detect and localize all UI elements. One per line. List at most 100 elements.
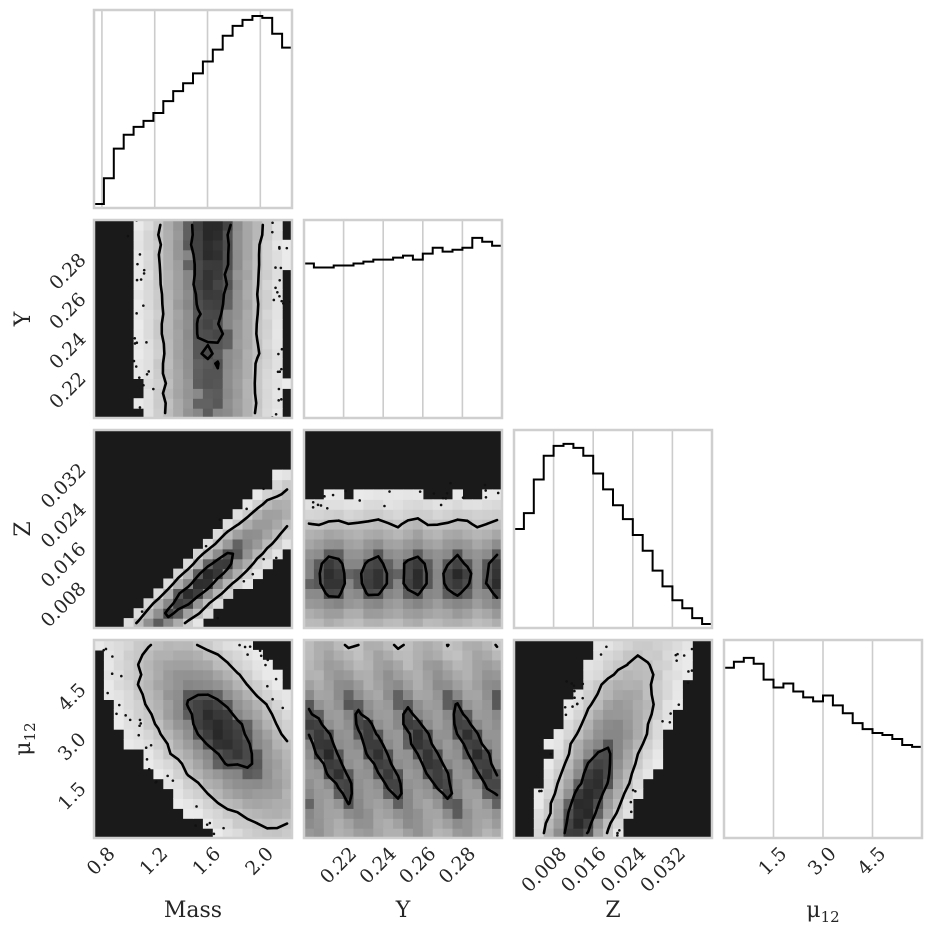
- density-cell: [492, 828, 502, 838]
- density-cell: [242, 259, 253, 271]
- density-cell: [333, 758, 345, 770]
- density-cell: [323, 608, 335, 619]
- density-cell: [153, 299, 164, 310]
- density-cell: [603, 739, 614, 750]
- density-cell: [472, 709, 483, 720]
- density-cell: [252, 388, 263, 399]
- density-cell: [422, 598, 434, 609]
- density-cell: [672, 640, 683, 651]
- density-cell: [442, 649, 454, 661]
- density-cell: [153, 768, 164, 780]
- density-cell: [153, 358, 164, 370]
- density-cell: [173, 229, 184, 241]
- density-cell: [652, 669, 664, 681]
- density-cell: [222, 529, 234, 540]
- density-cell: [163, 229, 174, 241]
- density-cell: [462, 640, 473, 651]
- density-cell: [282, 748, 292, 760]
- density-cell: [183, 640, 194, 651]
- density-cell: [202, 239, 214, 251]
- density-cell: [242, 378, 253, 389]
- density-cell: [442, 618, 454, 628]
- density-cell: [553, 798, 565, 809]
- density-cell: [482, 509, 493, 520]
- sample-point: [277, 387, 281, 391]
- density-cell: [452, 679, 463, 691]
- density-cell: [212, 548, 224, 560]
- density-cell: [313, 659, 325, 671]
- density-cell: [353, 578, 364, 589]
- sample-point: [573, 696, 576, 699]
- density-cell: [123, 739, 135, 750]
- density-cell: [183, 328, 194, 340]
- density-cell: [622, 798, 634, 809]
- density-cell: [232, 368, 244, 379]
- sample-point: [117, 703, 121, 707]
- density-cell: [202, 649, 214, 661]
- density-cell: [333, 709, 345, 720]
- density-cell: [363, 729, 374, 740]
- density-cell: [583, 739, 594, 750]
- density-cell: [163, 289, 174, 300]
- density-cell: [432, 588, 444, 599]
- sample-point: [280, 299, 283, 303]
- density-cell: [613, 719, 624, 730]
- density-cell: [123, 649, 135, 661]
- density-cell: [232, 669, 244, 681]
- density-cell: [133, 368, 145, 379]
- density-cell: [232, 788, 244, 799]
- sample-point: [573, 689, 576, 693]
- density-cell: [163, 269, 174, 280]
- density-cell: [272, 729, 283, 740]
- density-cell: [163, 699, 174, 710]
- density-cell: [613, 640, 624, 651]
- density-cell: [353, 808, 364, 819]
- x-axis-label-z: Z: [605, 898, 620, 923]
- density-cell: [173, 788, 184, 799]
- density-cell: [163, 598, 174, 609]
- density-cell: [202, 348, 214, 360]
- density-cell: [462, 788, 473, 799]
- density-cell: [492, 778, 502, 790]
- contour-line: [542, 654, 655, 835]
- density-cell: [262, 659, 273, 671]
- density-cell: [412, 669, 424, 681]
- density-cell: [583, 729, 594, 740]
- density-cell: [232, 640, 244, 651]
- density-cell: [622, 719, 634, 730]
- density-cell: [272, 338, 283, 350]
- density-cell: [333, 798, 345, 809]
- density-cell: [193, 259, 204, 271]
- density-cell: [492, 608, 502, 619]
- density-cell: [543, 758, 555, 770]
- density-cell: [472, 669, 483, 681]
- sample-point: [276, 291, 279, 294]
- density-cell: [482, 729, 493, 740]
- density-cell: [432, 778, 444, 790]
- density-cell: [642, 659, 654, 671]
- density-cell: [603, 699, 614, 710]
- density-cell: [163, 608, 174, 619]
- density-cell: [313, 798, 325, 809]
- density-cell: [252, 548, 263, 560]
- density-cell: [472, 689, 483, 700]
- density-cell: [652, 758, 664, 770]
- density-cell: [262, 719, 273, 730]
- density-cell: [183, 319, 194, 330]
- density-cell: [482, 538, 493, 550]
- density-cell: [632, 689, 644, 700]
- sample-point: [549, 752, 552, 756]
- density-cell: [422, 818, 434, 829]
- density-cell: [173, 699, 184, 710]
- density-cell: [193, 679, 204, 691]
- density-cell: [353, 659, 364, 671]
- sample-point: [439, 503, 443, 507]
- density-cell: [353, 748, 364, 760]
- sample-point: [618, 829, 621, 832]
- density-cell: [393, 798, 404, 809]
- density-cell: [133, 299, 145, 310]
- density-cell: [652, 709, 664, 720]
- density-cell: [143, 249, 154, 261]
- density-cell: [323, 649, 335, 661]
- density-cell: [193, 669, 204, 681]
